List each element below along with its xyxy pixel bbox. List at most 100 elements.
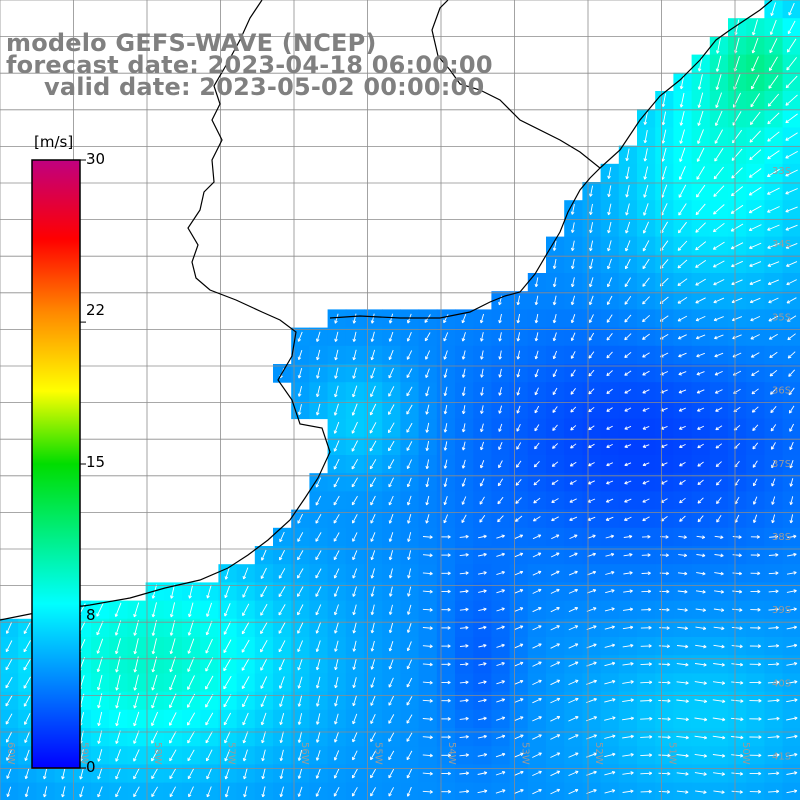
wind-arrow — [406, 332, 412, 342]
latitude-label: 39S — [772, 605, 791, 616]
wind-arrow — [552, 369, 558, 378]
wind-arrow — [570, 314, 576, 324]
colorbar-tick-label: 8 — [86, 606, 96, 624]
wind-arrow — [785, 188, 798, 195]
wind-arrow — [695, 278, 706, 286]
wind-arrow — [624, 389, 632, 394]
wind-arrow — [589, 203, 593, 215]
wind-arrow — [677, 315, 688, 322]
wind-arrow — [443, 404, 448, 415]
wind-arrow — [406, 386, 413, 397]
wind-arrow — [695, 260, 707, 268]
wind-arrow — [570, 332, 576, 342]
wind-arrow — [661, 111, 667, 126]
wind-arrow — [570, 406, 577, 413]
wind-arrow — [480, 405, 484, 414]
wind-arrow — [767, 187, 780, 195]
wind-arrow — [786, 261, 798, 267]
wind-arrow — [589, 240, 594, 252]
wind-arrow — [697, 92, 704, 108]
wind-arrow — [315, 331, 321, 342]
wind-arrow — [785, 224, 798, 231]
wind-arrow — [480, 368, 484, 378]
wind-arrow — [406, 404, 413, 415]
wind-arrow — [712, 241, 725, 250]
wind-arrow — [552, 406, 558, 413]
wind-arrow — [749, 111, 761, 126]
latitude-label: 33S — [772, 166, 791, 177]
wind-arrow — [751, 388, 759, 395]
wind-arrow — [731, 279, 743, 286]
wind-arrow — [588, 314, 594, 323]
wind-arrow — [461, 332, 466, 342]
wind-arrow — [425, 350, 431, 360]
wind-arrow — [678, 184, 687, 198]
wind-arrow — [388, 331, 394, 342]
wind-arrow — [589, 185, 594, 197]
wind-cell — [782, 782, 800, 800]
wind-arrow — [731, 148, 743, 161]
wind-arrow — [695, 315, 706, 322]
wind-arrow — [696, 352, 705, 358]
wind-arrow — [570, 388, 576, 395]
wind-arrow — [316, 349, 321, 361]
wind-arrow — [785, 113, 798, 124]
wind-arrow — [370, 367, 376, 379]
longitude-label: 52W — [593, 742, 604, 765]
wind-arrow — [624, 295, 632, 305]
wind-arrow — [352, 385, 358, 398]
wind-arrow — [713, 204, 725, 215]
wind-arrow — [534, 350, 539, 360]
wind-arrow — [748, 186, 762, 196]
wind-arrow — [588, 332, 595, 341]
wind-arrow — [388, 349, 394, 361]
wind-arrow — [714, 334, 724, 340]
wind-arrow — [713, 260, 725, 268]
wind-arrow — [334, 367, 339, 379]
wind-arrow — [750, 315, 761, 322]
wind-arrow — [677, 259, 688, 269]
wind-arrow — [369, 403, 377, 416]
wind-arrow — [625, 221, 631, 234]
wind-arrow — [643, 148, 648, 162]
wind-arrow — [643, 130, 648, 144]
wind-arrow — [767, 242, 780, 249]
wind-arrow — [787, 351, 796, 359]
wind-arrow — [642, 240, 650, 252]
latitude-label: 41S — [772, 752, 791, 763]
wind-arrow — [678, 371, 687, 376]
wind-arrow — [642, 370, 650, 376]
wind-arrow — [714, 389, 723, 394]
wind-arrow — [769, 351, 778, 359]
longitude-label: 56W — [299, 742, 310, 765]
wind-arrow — [443, 368, 448, 378]
wind-arrow — [625, 203, 630, 216]
wind-arrow — [749, 297, 761, 304]
wind-arrow — [552, 350, 558, 360]
wind-arrow — [751, 370, 760, 376]
wind-arrow — [715, 74, 722, 90]
wind-arrow — [730, 223, 744, 232]
wind-arrow — [786, 38, 797, 53]
wind-arrow — [785, 206, 798, 213]
wind-arrow — [479, 313, 485, 324]
wind-arrow — [606, 333, 613, 341]
wind-arrow — [443, 386, 448, 397]
wind-arrow — [785, 242, 798, 249]
wind-arrow — [607, 258, 612, 270]
wind-arrow — [607, 167, 612, 179]
wind-arrow — [624, 277, 631, 287]
wind-arrow — [770, 387, 777, 395]
wind-arrows — [5, 2, 798, 798]
wind-arrow — [498, 350, 502, 360]
wind-arrow — [297, 404, 302, 416]
wind-arrow — [749, 242, 762, 249]
wind-arrow — [606, 388, 613, 394]
wind-arrow — [787, 20, 796, 35]
wind-arrow — [678, 389, 687, 394]
wind-arrow — [642, 258, 650, 270]
colorbar-tick-label: 0 — [86, 758, 96, 776]
wind-arrow — [786, 279, 797, 286]
wind-arrow — [750, 93, 760, 108]
wind-arrow — [516, 313, 521, 324]
